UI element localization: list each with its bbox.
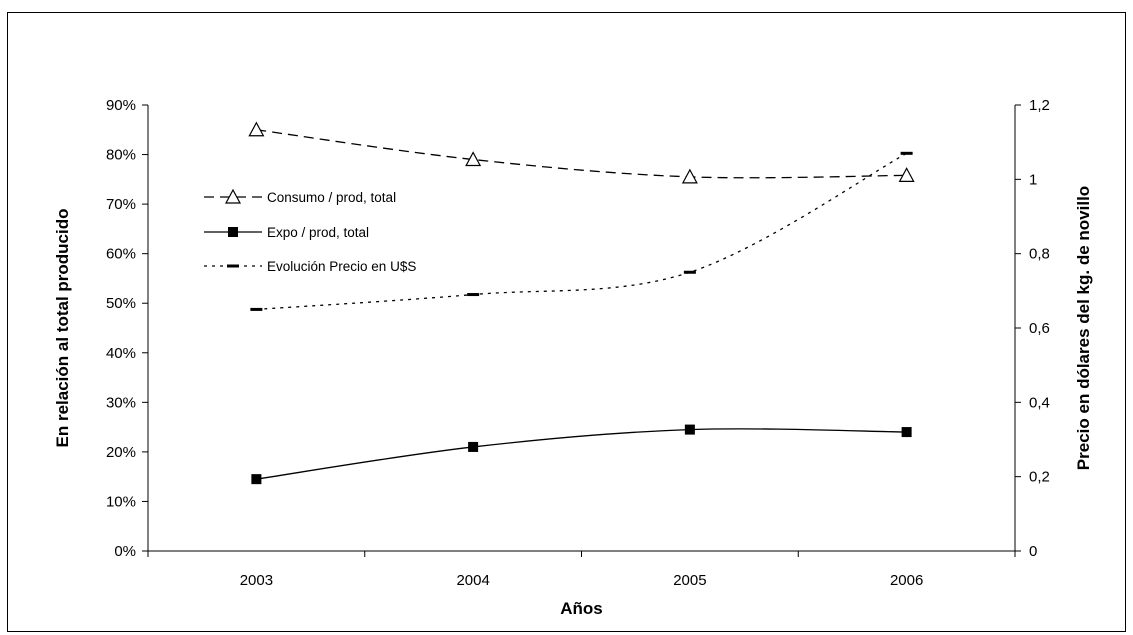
right-tick-label: 1 bbox=[1029, 171, 1037, 188]
chart-frame bbox=[7, 12, 1126, 632]
triangle-point bbox=[898, 167, 915, 182]
triangle-point bbox=[465, 151, 482, 167]
x-tick-label: 2004 bbox=[456, 572, 489, 589]
series-1 bbox=[251, 424, 912, 485]
y-axis-title: En relación al total producido bbox=[53, 209, 72, 448]
y2-axis-title: Precio en dólares del kg. de novillo bbox=[1074, 186, 1093, 470]
legend-label: Consumo / prod, total bbox=[267, 190, 396, 205]
left-tick-label: 10% bbox=[106, 493, 136, 510]
left-tick-label: 50% bbox=[106, 295, 136, 312]
legend-label: Evolución Precio en U$S bbox=[267, 259, 416, 274]
legend: Consumo / prod, total Expo / prod, total E… bbox=[204, 188, 416, 274]
right-axis-ticks: 0 0,2 0,4 0,6 0,8 1 1,2 bbox=[1015, 97, 1050, 560]
x-tick-label: 2003 bbox=[240, 572, 273, 589]
right-tick-label: 1,2 bbox=[1029, 97, 1050, 114]
right-tick-label: 0,2 bbox=[1029, 469, 1050, 486]
x-axis-title: Años bbox=[560, 599, 603, 618]
square-point bbox=[468, 441, 479, 452]
square-point bbox=[901, 427, 912, 438]
series-layer bbox=[248, 121, 915, 485]
left-tick-label: 0% bbox=[114, 543, 136, 560]
dash-point bbox=[227, 264, 239, 268]
series-line bbox=[256, 129, 907, 179]
dash-point bbox=[467, 293, 480, 297]
right-tick-label: 0,8 bbox=[1029, 246, 1050, 263]
square-point bbox=[251, 474, 262, 485]
series-2 bbox=[250, 151, 913, 311]
right-tick-label: 0,4 bbox=[1029, 394, 1050, 411]
left-tick-label: 30% bbox=[106, 394, 136, 411]
left-tick-label: 70% bbox=[106, 196, 136, 213]
series-line bbox=[256, 428, 907, 480]
dash-point bbox=[683, 270, 696, 274]
dash-point bbox=[250, 307, 263, 311]
left-tick-label: 20% bbox=[106, 444, 136, 461]
triangle-point bbox=[248, 121, 265, 137]
left-tick-label: 80% bbox=[106, 147, 136, 164]
square-point bbox=[228, 227, 238, 237]
x-tick-label: 2006 bbox=[890, 572, 923, 589]
triangle-point bbox=[224, 188, 242, 204]
dash-point bbox=[900, 151, 913, 155]
axes bbox=[147, 105, 1016, 552]
triangle-point bbox=[681, 168, 698, 184]
left-axis-ticks: 0% 10% 20% 30% 40% 50% 60% 70% 80% 90% bbox=[106, 97, 148, 560]
x-axis-ticks: 2003 2004 2005 2006 bbox=[147, 551, 1016, 589]
square-point bbox=[684, 424, 695, 435]
legend-label: Expo / prod, total bbox=[267, 225, 369, 240]
right-tick-label: 0 bbox=[1029, 543, 1037, 560]
left-tick-label: 90% bbox=[106, 97, 136, 114]
x-tick-label: 2005 bbox=[673, 572, 706, 589]
left-tick-label: 40% bbox=[106, 345, 136, 362]
series-line bbox=[256, 152, 907, 311]
right-tick-label: 0,6 bbox=[1029, 320, 1050, 337]
left-tick-label: 60% bbox=[106, 246, 136, 263]
series-0 bbox=[248, 121, 915, 184]
